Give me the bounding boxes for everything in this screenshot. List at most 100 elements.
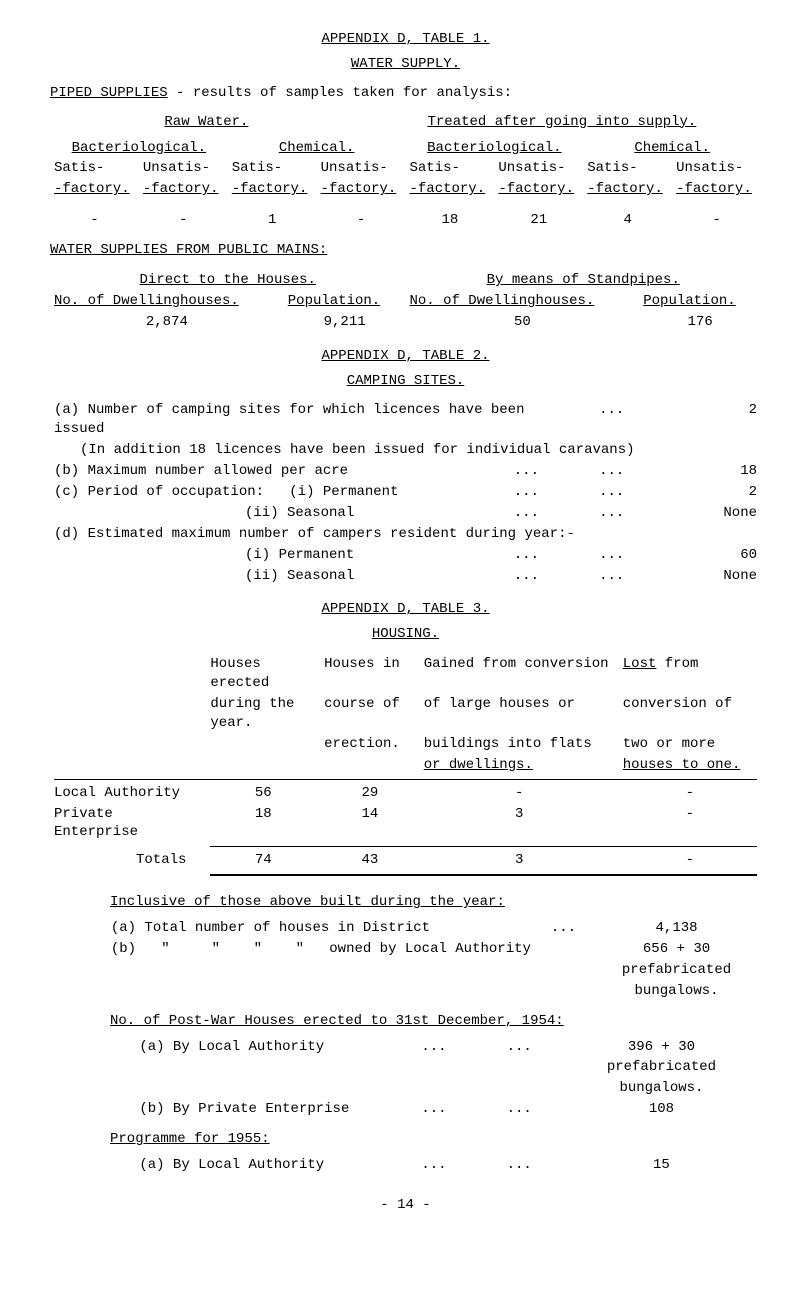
ibv2: prefabricated <box>592 960 761 981</box>
h1a: Houses erected <box>206 654 320 694</box>
raw-water: Raw Water. <box>164 114 248 130</box>
civ: 2 <box>661 482 761 503</box>
gav: 15 <box>562 1155 761 1176</box>
iav: 4,138 <box>592 918 761 939</box>
r-c6: 21 <box>494 210 583 231</box>
tot-lbl: Totals <box>50 850 206 871</box>
h3c: buildings into flats <box>420 734 619 755</box>
h3b: of large houses or <box>420 694 619 734</box>
tot-c4: - <box>619 850 761 871</box>
inclusive: Inclusive of those above built during th… <box>110 894 505 910</box>
piped-rest: - results of samples taken for analysis: <box>168 85 512 101</box>
treated-water: Treated after going into supply. <box>427 114 696 130</box>
ibv: 656 + 30 <box>592 939 761 960</box>
h-unsatis3: Unsatis- <box>494 158 583 179</box>
ga: (a) By Local Authority <box>135 1155 391 1176</box>
dii-dots1: ... <box>491 566 562 587</box>
h-fac1: -factory. <box>54 181 130 197</box>
h-fac3: -factory. <box>232 181 308 197</box>
h-fac2: -factory. <box>143 181 219 197</box>
mains-heading: WATER SUPPLIES FROM PUBLIC MAINS: <box>50 242 327 258</box>
ia-dots: ... <box>535 918 592 939</box>
r2-c4: - <box>619 804 761 844</box>
d3: 50 <box>405 312 639 333</box>
b-dots1: ... <box>491 461 562 482</box>
appendix2-title: APPENDIX D, TABLE 2. <box>321 348 489 364</box>
b: (b) Maximum number allowed per acre <box>50 461 491 482</box>
r1-lbl: Local Authority <box>50 783 206 804</box>
pav3: bungalows. <box>562 1078 761 1099</box>
di-dots2: ... <box>562 545 662 566</box>
no-dwell2: No. of Dwellinghouses. <box>409 293 594 309</box>
standpipes: By means of Standpipes. <box>487 272 680 288</box>
h-fac4: -factory. <box>321 181 397 197</box>
h4a-rest: from <box>656 656 698 672</box>
d4: 176 <box>639 312 761 333</box>
ga-dots2: ... <box>477 1155 562 1176</box>
r1-c4: - <box>619 783 761 804</box>
h1b: during the year. <box>206 694 320 734</box>
ibv3: bungalows. <box>592 981 761 1002</box>
r-c5: 18 <box>406 210 495 231</box>
pav: 396 + 30 <box>562 1037 761 1058</box>
r2-c1: 18 <box>206 804 320 844</box>
bv: 18 <box>661 461 761 482</box>
c: (c) Period of occupation: <box>54 484 264 500</box>
pa-dots2: ... <box>477 1037 562 1058</box>
h-unsatis: Unsatis- <box>139 158 228 179</box>
pa-dots1: ... <box>391 1037 476 1058</box>
h-fac5: -factory. <box>410 181 486 197</box>
r-c8: - <box>672 210 761 231</box>
h-satis4: Satis- <box>583 158 672 179</box>
r1-c1: 56 <box>206 783 320 804</box>
appendix2-subtitle: CAMPING SITES. <box>347 373 465 389</box>
h-fac6: -factory. <box>498 181 574 197</box>
h-unsatis2: Unsatis- <box>317 158 406 179</box>
tot-c1: 74 <box>206 850 320 871</box>
h2b: course of <box>320 694 420 734</box>
h-satis2: Satis- <box>228 158 317 179</box>
tot-c2: 43 <box>320 850 420 871</box>
pa: (a) By Local Authority <box>135 1037 391 1058</box>
h3d: or dwellings. <box>424 757 533 773</box>
pop1: Population. <box>288 293 380 309</box>
bact1: Bacteriological. <box>72 140 206 156</box>
a1: (a) Number of camping sites for which li… <box>54 402 524 437</box>
diiv: None <box>661 566 761 587</box>
di: (i) Permanent <box>50 545 491 566</box>
appendix1-subtitle: WATER SUPPLY. <box>351 56 460 72</box>
pop2: Population. <box>643 293 735 309</box>
r2-c3: 3 <box>420 804 619 844</box>
pb-dots1: ... <box>391 1099 476 1120</box>
appendix3-title: APPENDIX D, TABLE 3. <box>321 601 489 617</box>
r1-c2: 29 <box>320 783 420 804</box>
ci-dots1: ... <box>491 482 562 503</box>
no-dwell1: No. of Dwellinghouses. <box>54 293 239 309</box>
page-number: - 14 - <box>50 1196 761 1215</box>
r1-c3: - <box>420 783 619 804</box>
cii: (ii) Seasonal <box>50 503 491 524</box>
bact2: Bacteriological. <box>427 140 561 156</box>
chem1: Chemical. <box>279 140 355 156</box>
ib: (b) " " " " owned by Local Authority <box>107 939 535 960</box>
h4a: Lost <box>623 656 657 672</box>
tot-c3: 3 <box>420 850 619 871</box>
r2-c2: 14 <box>320 804 420 844</box>
housing-table: Houses erected Houses in Gained from con… <box>50 654 761 879</box>
h-fac8: -factory. <box>676 181 752 197</box>
d: (d) Estimated maximum number of campers … <box>50 524 761 545</box>
h3a: Gained from conversion <box>420 654 619 694</box>
inclusive-table: (a) Total number of houses in District .… <box>50 918 761 1002</box>
piped-supplies: PIPED SUPPLIES <box>50 85 168 101</box>
h4d: houses to one. <box>623 757 741 773</box>
r-c1: - <box>50 210 139 231</box>
a1v: 2 <box>661 400 761 440</box>
mains-table: Direct to the Houses. By means of Standp… <box>50 270 761 333</box>
postwar: No. of Post-War Houses erected to 31st D… <box>110 1013 564 1029</box>
appendix1-title: APPENDIX D, TABLE 1. <box>321 31 489 47</box>
r-c7: 4 <box>583 210 672 231</box>
direct: Direct to the Houses. <box>140 272 316 288</box>
postwar-table: (a) By Local Authority ... ... 396 + 30 … <box>50 1037 761 1121</box>
r2-lbl: Private Enterprise <box>50 804 206 844</box>
r-c4: - <box>317 210 406 231</box>
